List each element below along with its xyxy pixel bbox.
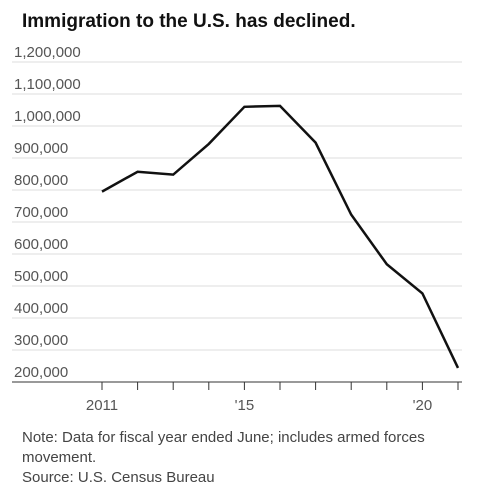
y-tick-label: 1,000,000 [14,108,81,125]
y-tick-label: 1,200,000 [14,44,81,61]
y-tick-label: 400,000 [14,300,68,317]
y-tick-label: 700,000 [14,204,68,221]
y-tick-label: 200,000 [14,364,68,381]
x-tick-label: '20 [413,397,433,414]
y-tick-label: 1,100,000 [14,76,81,93]
x-tick-label: 2011 [86,397,118,414]
footer: Note: Data for fiscal year ended June; i… [22,428,482,488]
source: Source: U.S. Census Bureau [22,469,215,486]
y-tick-label: 600,000 [14,236,68,253]
line [101,104,460,369]
chart-title: Immigration to the U.S. has declined. [22,11,356,32]
y-tick-label: 800,000 [14,172,68,189]
y-tick-label: 300,000 [14,332,68,349]
x-tick-label: '15 [235,397,255,414]
chart: Immigration to the U.S. has declined. 20… [12,11,462,414]
note: Note: Data for fiscal year ended June; i… [22,429,425,466]
y-tick-label: 900,000 [14,140,68,157]
y-tick-label: 500,000 [14,268,68,285]
